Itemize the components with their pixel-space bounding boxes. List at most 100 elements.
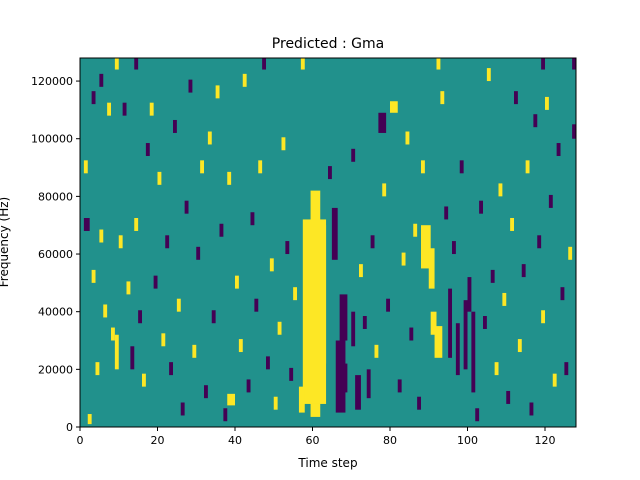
heatmap-cell-low <box>335 340 346 413</box>
heatmap-cell-low <box>223 408 228 422</box>
x-tick-label: 60 <box>306 434 320 447</box>
heatmap-cell-high <box>405 131 410 145</box>
heatmap-cell-high <box>207 131 212 145</box>
heatmap-cell-high <box>413 223 418 237</box>
heatmap-cell-low <box>328 166 332 180</box>
heatmap-cell-high <box>436 58 441 70</box>
heatmap-cell-low <box>130 346 135 370</box>
heatmap-cell-low <box>548 194 553 208</box>
heatmap-cell-low <box>219 223 224 237</box>
heatmap-cell-low <box>289 367 294 381</box>
heatmap-cell-low <box>285 241 290 255</box>
heatmap-cell-low <box>91 91 96 105</box>
heatmap-cell-low <box>196 246 201 260</box>
y-tick-label: 20000 <box>38 363 73 376</box>
heatmap-cell-low <box>99 73 104 87</box>
heatmap-cell-low <box>145 143 150 157</box>
heatmap-cell-high <box>161 333 166 347</box>
x-tick-label: 20 <box>151 434 165 447</box>
heatmap-cell-low <box>452 241 456 255</box>
heatmap-cell-low <box>455 323 460 376</box>
heatmap-cell-high <box>421 160 425 174</box>
heatmap-cell-low <box>463 300 468 370</box>
heatmap-cell-high <box>293 287 298 301</box>
heatmap-cell-high <box>269 258 274 272</box>
heatmap-cell-high <box>277 321 282 335</box>
heatmap-cell-low <box>417 396 422 410</box>
heatmap-cell-high <box>434 326 443 358</box>
heatmap-cell-high <box>258 160 263 174</box>
heatmap-cell-low <box>355 375 361 410</box>
heatmap-cell-high <box>320 225 327 364</box>
heatmap-cell-low <box>211 310 216 324</box>
heatmap-cell-low <box>537 235 542 249</box>
x-tick-label: 80 <box>383 434 397 447</box>
heatmap-cell-high <box>401 252 406 266</box>
heatmap-cell-low <box>444 206 449 220</box>
heatmap-cell-low <box>246 379 251 393</box>
heatmap-cell-low <box>339 294 348 341</box>
heatmap-cell-low <box>564 362 569 376</box>
heatmap-cells <box>83 58 577 425</box>
x-axis-label: Time step <box>297 456 357 470</box>
heatmap-cell-high <box>99 229 104 243</box>
y-axis: 0 20000 40000 60000 80000 100000 120000 <box>31 75 80 434</box>
heatmap-cell-high <box>176 298 181 312</box>
heatmap-cell-high <box>281 137 286 151</box>
heatmap-cell-low <box>397 379 402 393</box>
heatmap-cell-high <box>87 414 92 425</box>
heatmap-cell-high <box>541 310 546 324</box>
heatmap-cell-low <box>138 310 143 324</box>
y-axis-label: Frequency (Hz) <box>0 197 11 288</box>
heatmap-cell-low <box>184 200 189 214</box>
heatmap-cell-low <box>556 143 561 157</box>
heatmap-cell-low <box>506 390 511 404</box>
x-axis: 0 20 40 60 80 100 120 <box>77 427 556 447</box>
heatmap-cell-high <box>200 160 205 174</box>
x-tick-label: 0 <box>77 434 84 447</box>
heatmap-cell-low <box>514 91 518 105</box>
heatmap-cell-low <box>448 288 453 358</box>
heatmap-cell-high <box>83 160 88 174</box>
heatmap-cell-low <box>490 269 495 283</box>
heatmap-cell-high <box>227 171 232 185</box>
heatmap-cell-high <box>298 386 305 413</box>
heatmap-cell-low <box>572 124 577 139</box>
heatmap-cell-high <box>510 218 515 231</box>
heatmap-cell-low <box>362 316 367 329</box>
heatmap-cell-low <box>521 264 526 278</box>
heatmap-cell-high <box>382 183 387 197</box>
heatmap-cell-low <box>370 235 375 249</box>
heatmap-cell-high <box>91 269 96 283</box>
heatmap-cell-high <box>215 85 220 99</box>
heatmap-cell-high <box>227 393 235 406</box>
heatmap-cell-high <box>390 101 398 113</box>
heatmap-cell-high <box>95 362 100 376</box>
heatmap-cell-high <box>114 334 119 370</box>
heatmap-cell-low <box>541 58 546 70</box>
heatmap-cell-high <box>238 339 243 353</box>
heatmap-cell-low <box>529 402 534 416</box>
heatmap-cell-low <box>169 362 174 376</box>
heatmap-cell-low <box>122 102 127 116</box>
y-tick-label: 40000 <box>38 306 73 319</box>
heatmap-cell-low <box>560 287 565 301</box>
heatmap-cell-high <box>486 68 491 82</box>
heatmap-cell-high <box>525 160 530 174</box>
heatmap-cell-low <box>173 119 177 133</box>
heatmap-cell-low <box>83 218 90 231</box>
heatmap-cell-high <box>149 102 154 116</box>
heatmap-cell-high <box>192 344 197 358</box>
heatmap-cell-high <box>142 373 146 387</box>
heatmap-cell-low <box>165 235 170 249</box>
heatmap-cell-low <box>262 58 267 70</box>
x-tick-label: 120 <box>535 434 556 447</box>
heatmap-cell-high <box>107 102 112 116</box>
heatmap-cell-high <box>517 339 522 353</box>
heatmap-cell-high <box>118 235 123 249</box>
heatmap-cell-low <box>572 58 577 70</box>
heatmap-cell-low <box>479 200 484 214</box>
heatmap-cell-high <box>568 246 573 260</box>
heatmap-cell-low <box>153 275 158 289</box>
